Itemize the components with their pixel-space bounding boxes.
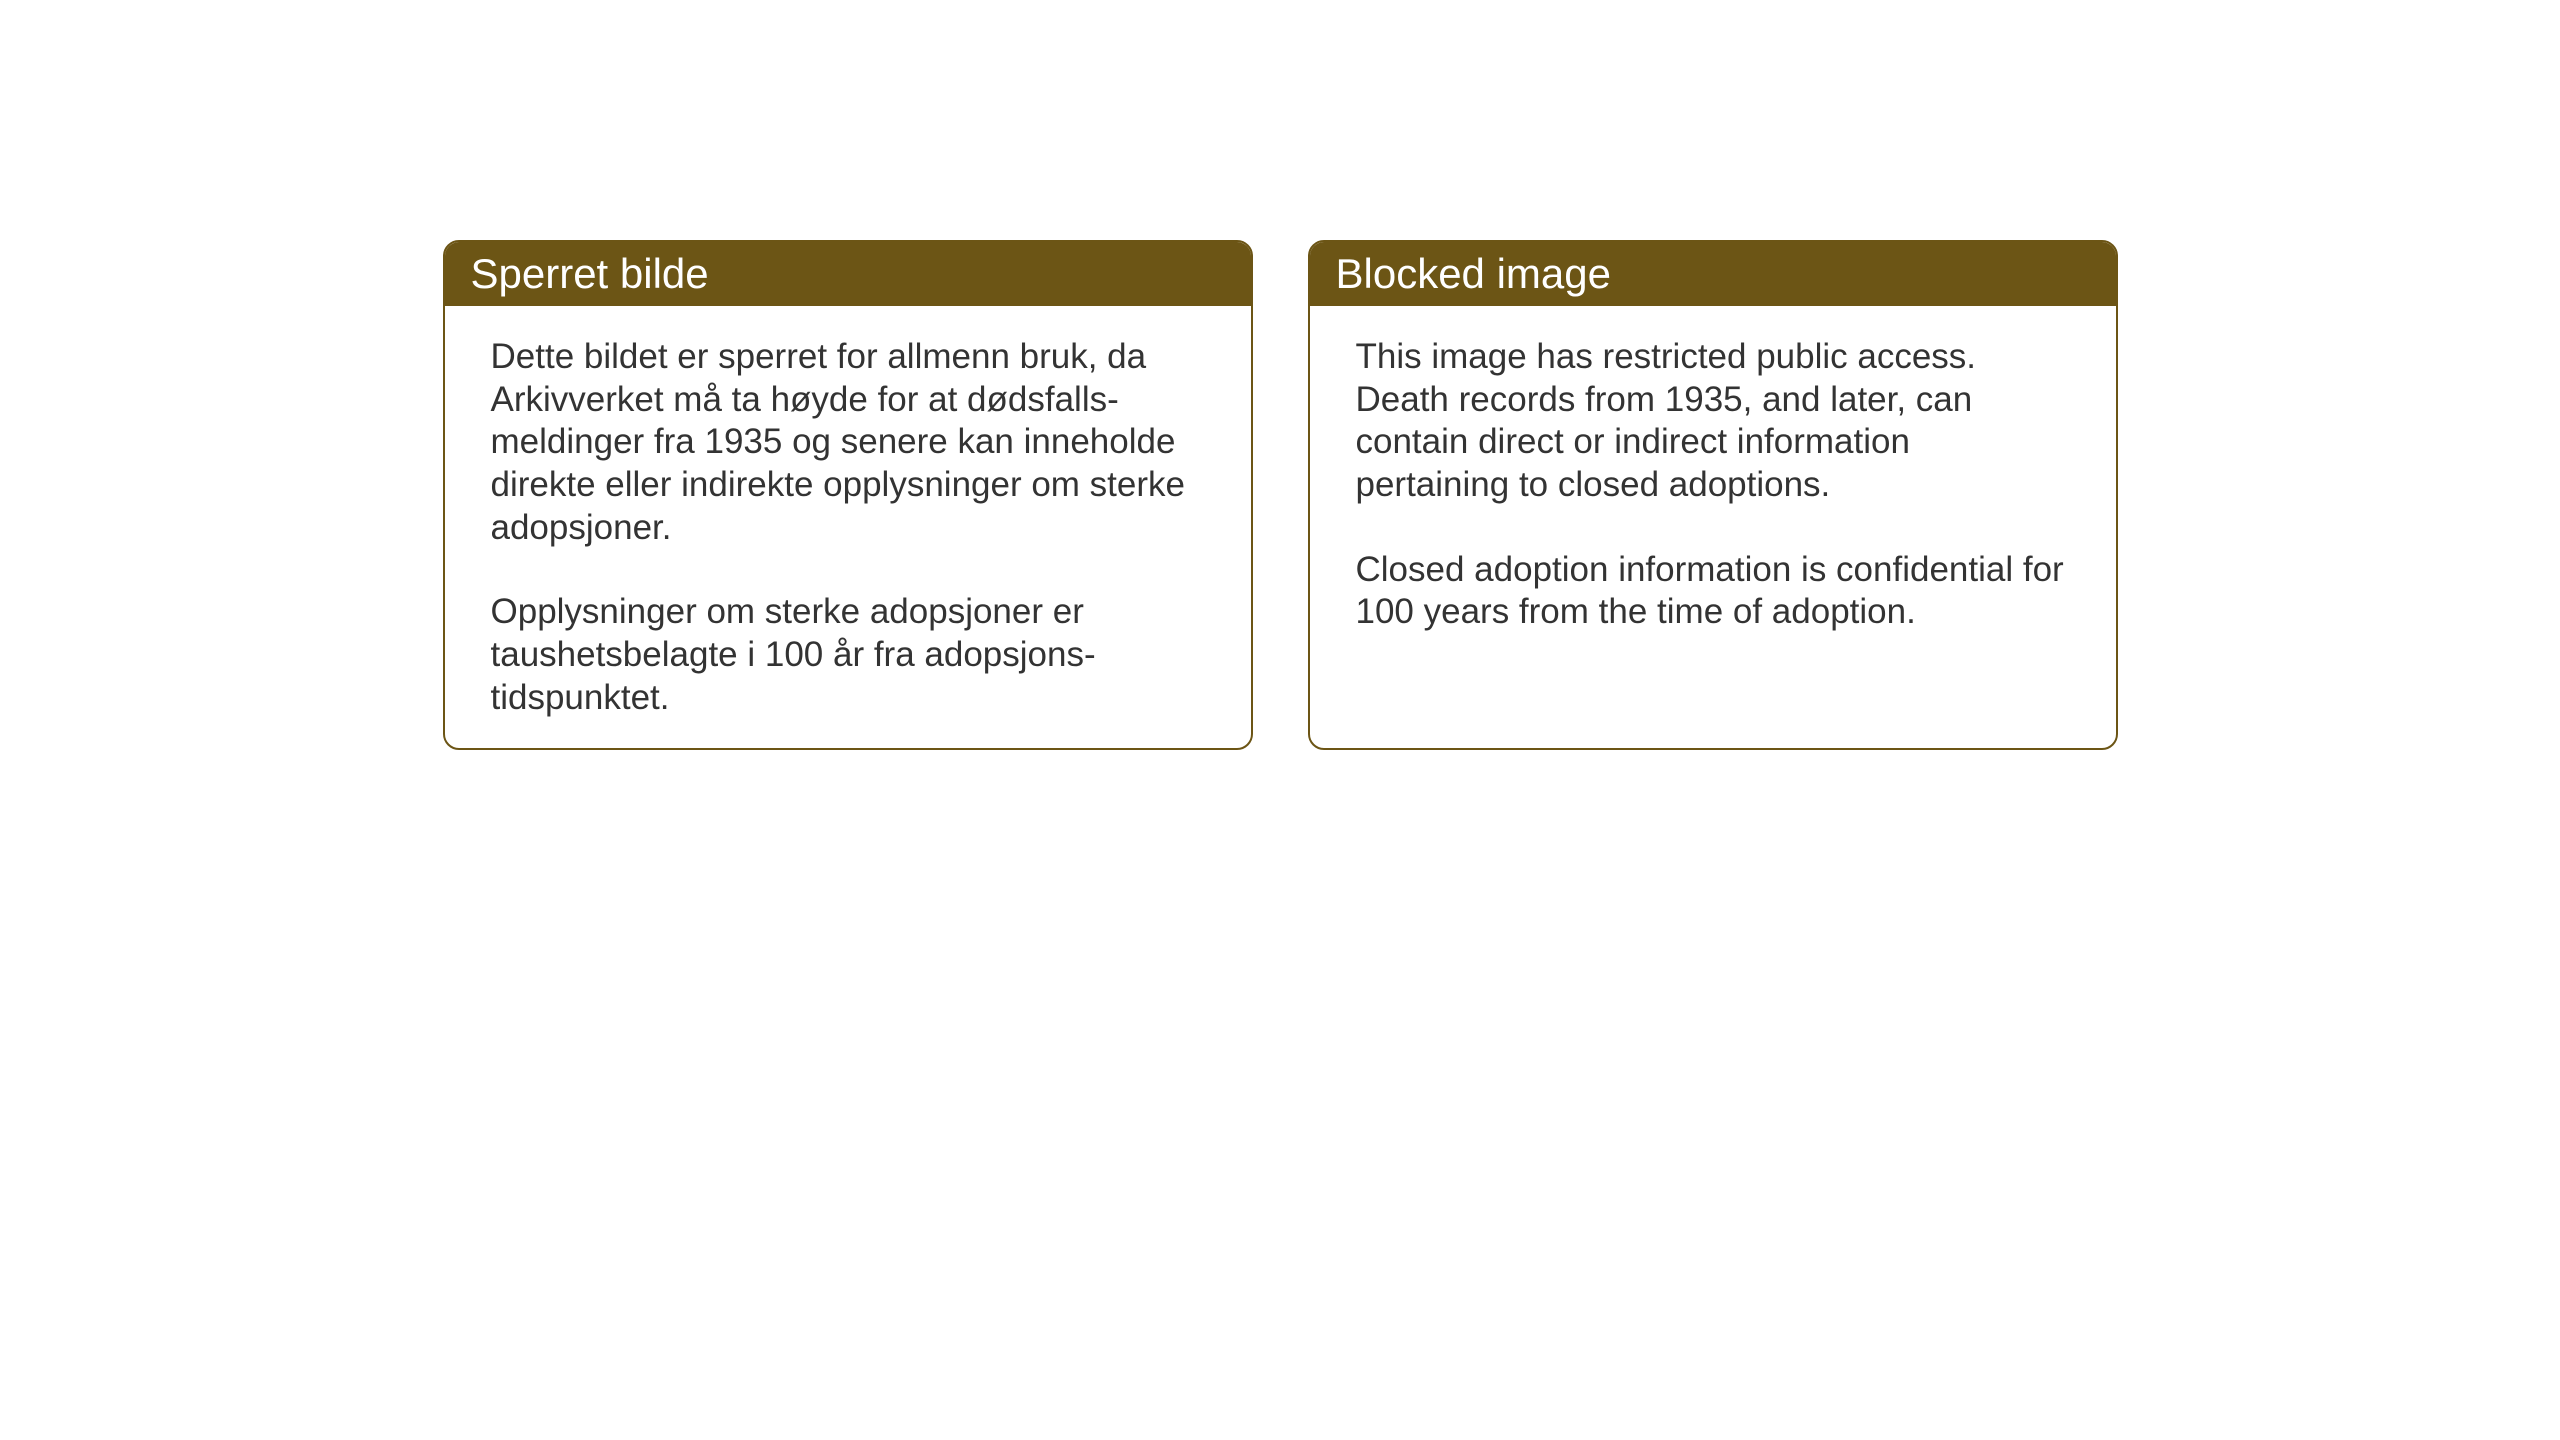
notice-container: Sperret bilde Dette bildet er sperret fo…	[443, 240, 2118, 1440]
card-header-english: Blocked image	[1310, 242, 2116, 306]
blocked-image-card-norwegian: Sperret bilde Dette bildet er sperret fo…	[443, 240, 1253, 750]
card-body-norwegian: Dette bildet er sperret for allmenn bruk…	[445, 306, 1251, 750]
card-paragraph-1-english: This image has restricted public access.…	[1356, 336, 2070, 507]
card-header-norwegian: Sperret bilde	[445, 242, 1251, 306]
card-paragraph-2-norwegian: Opplysninger om sterke adopsjoner er tau…	[491, 591, 1205, 719]
card-paragraph-1-norwegian: Dette bildet er sperret for allmenn bruk…	[491, 336, 1205, 549]
card-body-english: This image has restricted public access.…	[1310, 306, 2116, 664]
card-paragraph-2-english: Closed adoption information is confident…	[1356, 549, 2070, 634]
blocked-image-card-english: Blocked image This image has restricted …	[1308, 240, 2118, 750]
